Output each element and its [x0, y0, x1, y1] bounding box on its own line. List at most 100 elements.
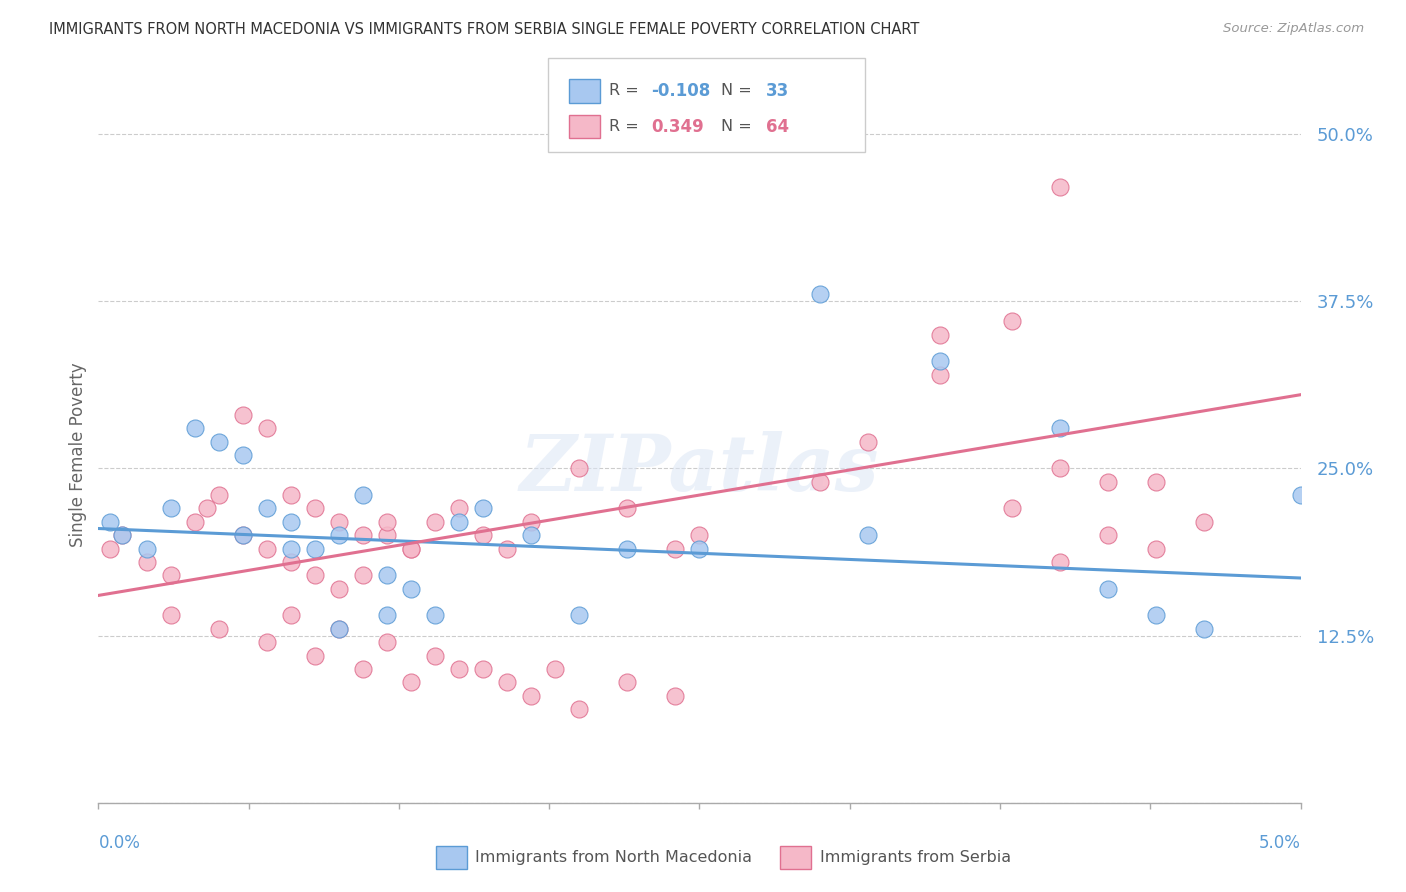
Point	[447, 662, 470, 676]
Point	[929, 354, 952, 368]
Point	[856, 528, 879, 542]
Text: N =: N =	[721, 84, 758, 98]
Point	[616, 541, 638, 556]
Point	[328, 582, 350, 596]
Point	[352, 662, 374, 676]
FancyBboxPatch shape	[548, 58, 865, 152]
Point	[664, 689, 686, 703]
Point	[423, 648, 446, 663]
Point	[1194, 515, 1216, 529]
Point	[208, 488, 231, 502]
Point	[256, 541, 278, 556]
Point	[808, 287, 831, 301]
Point	[399, 582, 422, 596]
Point	[232, 408, 254, 422]
Point	[808, 475, 831, 489]
Point	[183, 421, 205, 435]
Point	[328, 622, 350, 636]
Point	[232, 528, 254, 542]
Point	[496, 541, 519, 556]
Point	[375, 635, 398, 649]
Point	[1144, 608, 1167, 623]
Text: R =: R =	[609, 84, 644, 98]
FancyBboxPatch shape	[436, 846, 467, 869]
Point	[352, 568, 374, 582]
Text: 64: 64	[766, 118, 789, 136]
Point	[568, 702, 591, 716]
Point	[1144, 541, 1167, 556]
FancyBboxPatch shape	[569, 79, 600, 103]
Point	[111, 528, 134, 542]
Text: Source: ZipAtlas.com: Source: ZipAtlas.com	[1223, 22, 1364, 36]
Text: 33: 33	[766, 82, 790, 100]
Point	[1097, 582, 1119, 596]
Point	[304, 568, 326, 582]
Text: IMMIGRANTS FROM NORTH MACEDONIA VS IMMIGRANTS FROM SERBIA SINGLE FEMALE POVERTY : IMMIGRANTS FROM NORTH MACEDONIA VS IMMIG…	[49, 22, 920, 37]
Point	[232, 448, 254, 462]
Point	[929, 327, 952, 342]
Point	[280, 488, 302, 502]
Point	[664, 541, 686, 556]
Point	[304, 541, 326, 556]
Point	[375, 608, 398, 623]
Text: -0.108: -0.108	[651, 82, 710, 100]
Point	[183, 515, 205, 529]
Point	[375, 568, 398, 582]
Point	[100, 515, 122, 529]
Point	[856, 434, 879, 449]
Point	[1001, 501, 1024, 516]
Point	[472, 662, 495, 676]
FancyBboxPatch shape	[569, 115, 600, 138]
FancyBboxPatch shape	[780, 846, 811, 869]
Point	[1049, 555, 1071, 569]
Text: 5.0%: 5.0%	[1258, 834, 1301, 852]
Text: 0.0%: 0.0%	[98, 834, 141, 852]
Point	[328, 528, 350, 542]
Point	[195, 501, 218, 516]
Point	[423, 515, 446, 529]
Point	[159, 501, 181, 516]
Point	[208, 434, 231, 449]
Point	[399, 541, 422, 556]
Point	[1049, 180, 1071, 194]
Point	[423, 608, 446, 623]
Point	[496, 675, 519, 690]
Point	[135, 541, 157, 556]
Point	[568, 461, 591, 475]
Point	[472, 528, 495, 542]
Point	[1097, 528, 1119, 542]
Point	[616, 675, 638, 690]
Point	[280, 555, 302, 569]
Point	[1194, 622, 1216, 636]
Point	[1001, 314, 1024, 328]
Point	[111, 528, 134, 542]
Text: ZIPatlas: ZIPatlas	[520, 431, 879, 507]
Text: N =: N =	[721, 120, 758, 134]
Point	[159, 568, 181, 582]
Point	[399, 541, 422, 556]
Point	[232, 528, 254, 542]
Text: 0.349: 0.349	[651, 118, 704, 136]
Point	[304, 501, 326, 516]
Point	[1097, 475, 1119, 489]
Y-axis label: Single Female Poverty: Single Female Poverty	[69, 363, 87, 547]
Point	[1289, 488, 1312, 502]
Point	[447, 501, 470, 516]
Point	[929, 368, 952, 382]
Point	[135, 555, 157, 569]
Point	[544, 662, 567, 676]
Point	[256, 635, 278, 649]
Point	[1049, 421, 1071, 435]
Point	[159, 608, 181, 623]
Point	[399, 675, 422, 690]
Point	[568, 608, 591, 623]
Point	[256, 421, 278, 435]
Point	[328, 622, 350, 636]
Text: Immigrants from Serbia: Immigrants from Serbia	[820, 850, 1011, 864]
Point	[520, 528, 543, 542]
Text: R =: R =	[609, 120, 644, 134]
Point	[688, 528, 710, 542]
Point	[616, 501, 638, 516]
Point	[208, 622, 231, 636]
Point	[472, 501, 495, 516]
